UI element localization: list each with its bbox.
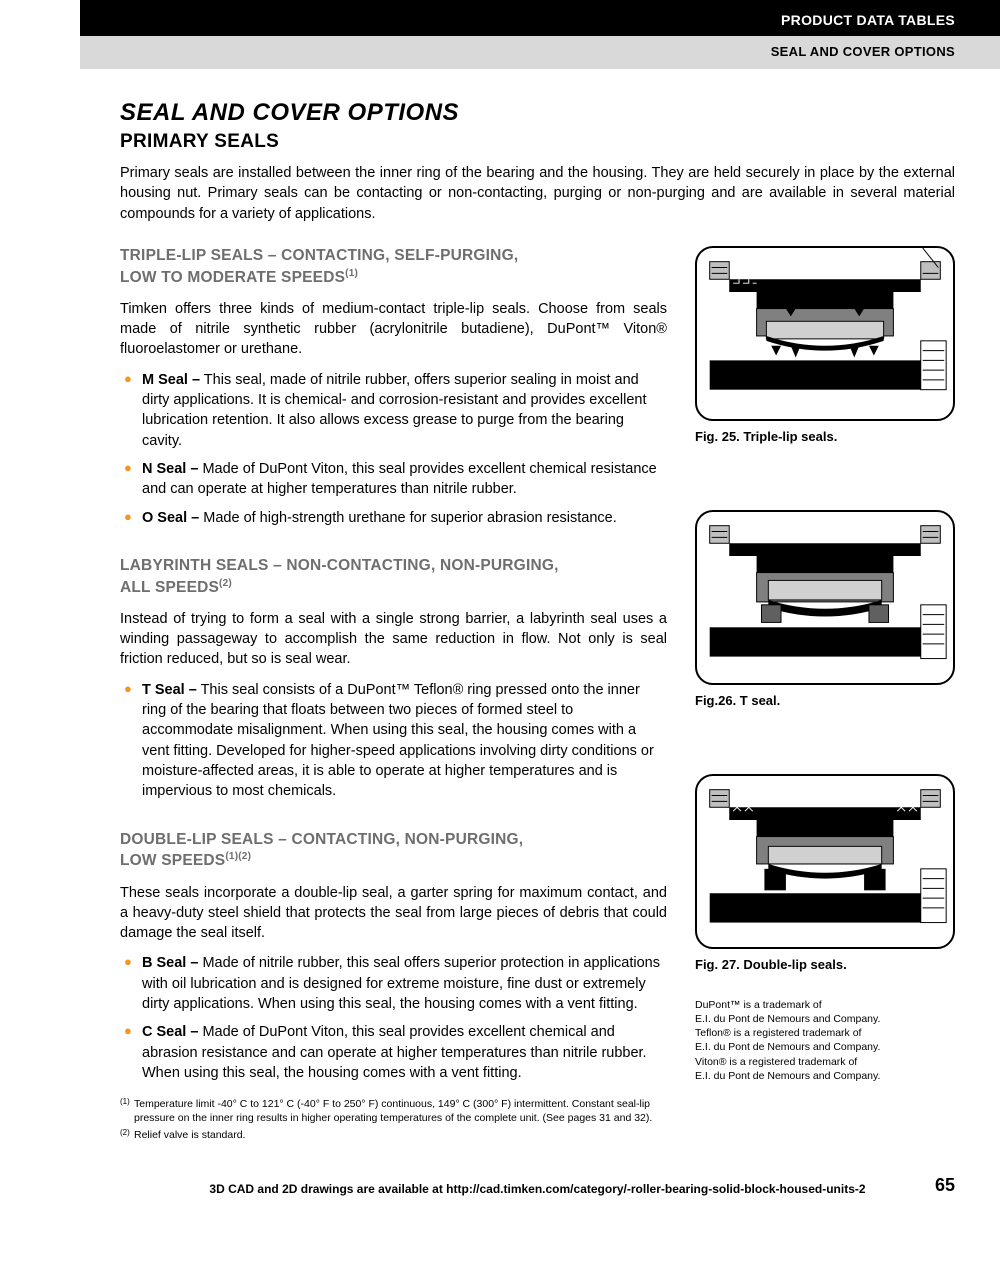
bullet-label: M Seal – xyxy=(142,372,200,388)
header-gray: SEAL AND COVER OPTIONS xyxy=(80,36,1000,69)
footer-text: 3D CAD and 2D drawings are available at … xyxy=(209,1182,865,1196)
section-para: Instead of trying to form a seal with a … xyxy=(120,609,667,670)
figure-caption: Fig. 27. Double-lip seals. xyxy=(695,957,955,972)
bullet-text: Made of nitrile rubber, this seal offers… xyxy=(142,955,660,1012)
right-column: Fig. 25. Triple-lip seals. xyxy=(695,246,955,1144)
heading-sup: (1)(2) xyxy=(225,851,251,862)
footnote-sup: (1) xyxy=(120,1097,130,1108)
footnote: (1) Temperature limit -40° C to 121° C (-… xyxy=(120,1097,660,1125)
heading-line2: ALL SPEEDS xyxy=(120,579,219,596)
heading-line2: LOW SPEEDS xyxy=(120,853,225,870)
section-triple-lip: TRIPLE-LIP SEALS – CONTACTING, SELF-PURG… xyxy=(120,246,667,528)
bullet-label: T Seal – xyxy=(142,682,197,698)
footnote-text: Relief valve is standard. xyxy=(134,1129,245,1141)
double-lip-diagram-icon xyxy=(697,776,953,947)
bullet-label: B Seal – xyxy=(142,955,198,971)
bullet-list: M Seal – This seal, made of nitrile rubb… xyxy=(120,370,667,528)
heading-line1: DOUBLE-LIP SEALS – CONTACTING, NON-PURGI… xyxy=(120,831,523,848)
bullet-list: T Seal – This seal consists of a DuPont™… xyxy=(120,680,667,802)
trademark-block: DuPont™ is a trademark ofE.I. du Pont de… xyxy=(695,998,955,1083)
t-seal-diagram-icon xyxy=(697,512,953,683)
section-labyrinth: LABYRINTH SEALS – NON-CONTACTING, NON-PU… xyxy=(120,556,667,802)
heading-sup: (1) xyxy=(345,268,358,279)
figure-caption: Fig.26. T seal. xyxy=(695,693,955,708)
figure-triple-lip xyxy=(695,246,955,421)
bullet-text: Made of DuPont Viton, this seal provides… xyxy=(142,461,657,497)
section-heading: LABYRINTH SEALS – NON-CONTACTING, NON-PU… xyxy=(120,556,667,599)
figure-caption: Fig. 25. Triple-lip seals. xyxy=(695,429,955,444)
bullet-list: B Seal – Made of nitrile rubber, this se… xyxy=(120,953,667,1083)
triple-lip-diagram-icon xyxy=(697,248,953,419)
list-item: O Seal – Made of high-strength urethane … xyxy=(120,508,667,528)
header-black: PRODUCT DATA TABLES xyxy=(80,0,1000,36)
bullet-text: This seal consists of a DuPont™ Teflon® … xyxy=(142,682,654,799)
figure-t-seal xyxy=(695,510,955,685)
footnote: (2) Relief valve is standard. xyxy=(120,1128,660,1142)
footnotes: (1) Temperature limit -40° C to 121° C (-… xyxy=(120,1097,660,1142)
bullet-text: This seal, made of nitrile rubber, offer… xyxy=(142,372,647,449)
page-body: SEAL AND COVER OPTIONS PRIMARY SEALS Pri… xyxy=(0,69,1000,1164)
list-item: N Seal – Made of DuPont Viton, this seal… xyxy=(120,459,667,500)
list-item: B Seal – Made of nitrile rubber, this se… xyxy=(120,953,667,1014)
bullet-label: C Seal – xyxy=(142,1024,198,1040)
footer: 3D CAD and 2D drawings are available at … xyxy=(0,1164,1000,1216)
subtitle: PRIMARY SEALS xyxy=(120,131,955,153)
bullet-text: Made of high-strength urethane for super… xyxy=(199,510,617,526)
section-para: These seals incorporate a double-lip sea… xyxy=(120,883,667,944)
list-item: C Seal – Made of DuPont Viton, this seal… xyxy=(120,1022,667,1083)
left-column: TRIPLE-LIP SEALS – CONTACTING, SELF-PURG… xyxy=(120,246,667,1144)
main-title: SEAL AND COVER OPTIONS xyxy=(120,99,955,127)
list-item: T Seal – This seal consists of a DuPont™… xyxy=(120,680,667,802)
intro-paragraph: Primary seals are installed between the … xyxy=(120,163,955,224)
section-heading: DOUBLE-LIP SEALS – CONTACTING, NON-PURGI… xyxy=(120,830,667,873)
columns: TRIPLE-LIP SEALS – CONTACTING, SELF-PURG… xyxy=(120,246,955,1144)
page-number: 65 xyxy=(935,1175,955,1196)
heading-line1: LABYRINTH SEALS – NON-CONTACTING, NON-PU… xyxy=(120,557,559,574)
bullet-label: N Seal – xyxy=(142,461,198,477)
section-double-lip: DOUBLE-LIP SEALS – CONTACTING, NON-PURGI… xyxy=(120,830,667,1084)
footnote-text: Temperature limit -40° C to 121° C (-40°… xyxy=(134,1098,652,1124)
heading-sup: (2) xyxy=(219,578,232,589)
footnote-sup: (2) xyxy=(120,1128,130,1139)
bullet-label: O Seal – xyxy=(142,510,199,526)
figure-double-lip xyxy=(695,774,955,949)
bullet-text: Made of DuPont Viton, this seal provides… xyxy=(142,1024,647,1081)
section-para: Timken offers three kinds of medium-cont… xyxy=(120,299,667,360)
heading-line1: TRIPLE-LIP SEALS – CONTACTING, SELF-PURG… xyxy=(120,247,518,264)
section-heading: TRIPLE-LIP SEALS – CONTACTING, SELF-PURG… xyxy=(120,246,667,289)
list-item: M Seal – This seal, made of nitrile rubb… xyxy=(120,370,667,451)
heading-line2: LOW TO MODERATE SPEEDS xyxy=(120,269,345,286)
